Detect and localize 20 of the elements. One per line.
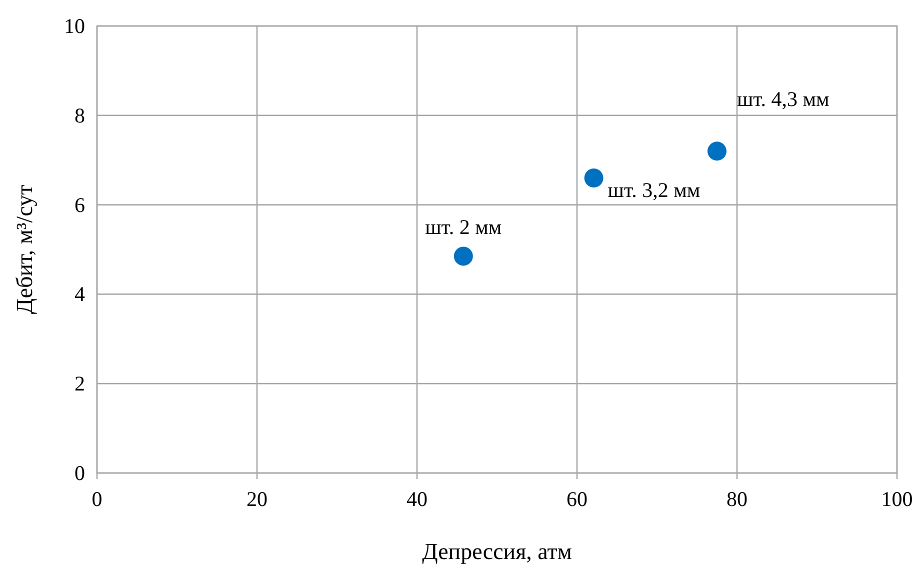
point xyxy=(584,168,604,188)
y-tick-label: 4 xyxy=(74,282,86,306)
x-tick-label: 0 xyxy=(92,487,102,511)
y-axis-title: Дебит, м³/сут xyxy=(12,184,37,314)
point xyxy=(454,246,473,266)
y-tick-label: 2 xyxy=(74,372,85,396)
x-tick-label: 40 xyxy=(406,487,428,511)
x-tick-label: 100 xyxy=(881,487,913,511)
y-tick-label: 10 xyxy=(64,14,85,38)
point xyxy=(708,142,726,161)
annotation: шт. 4,3 мм xyxy=(737,87,830,112)
y-tick-label: 6 xyxy=(74,192,85,217)
annotation: шт. 2 мм xyxy=(425,215,502,240)
x-tick-label: 20 xyxy=(246,487,268,511)
x-tick-label: 80 xyxy=(726,487,748,511)
y-tick-label: 8 xyxy=(74,103,85,128)
x-tick-label: 60 xyxy=(566,487,588,511)
x-axis-title: Депрессия, атм xyxy=(422,539,572,564)
annotation: шт. 3,2 мм xyxy=(608,178,700,202)
y-tick-label: 0 xyxy=(74,461,85,485)
